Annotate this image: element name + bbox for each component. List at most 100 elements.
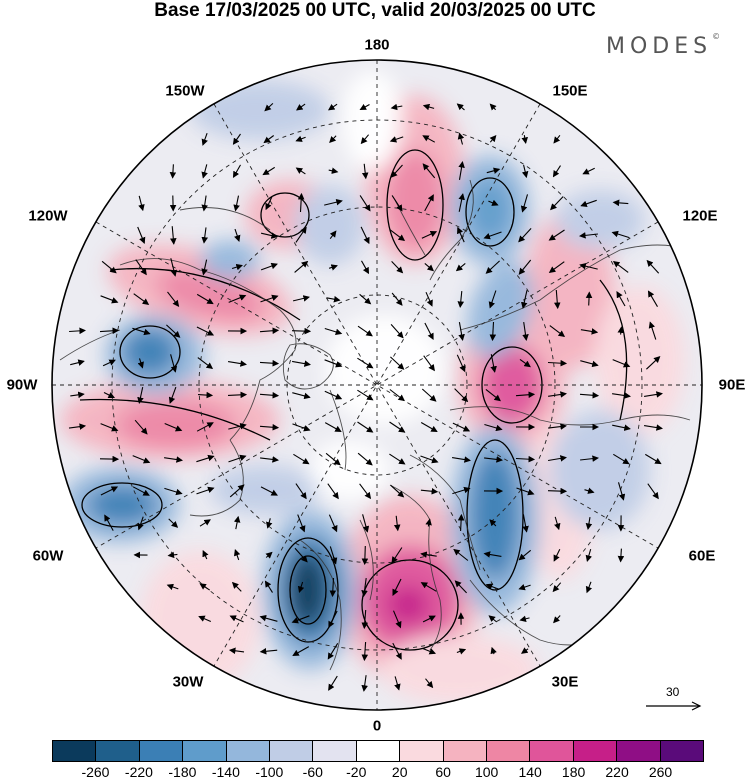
wind-arrow (483, 551, 502, 558)
wind-arrow (521, 135, 528, 144)
wind-arrow (228, 647, 245, 655)
wind-arrow (390, 164, 403, 178)
wind-arrow (612, 392, 631, 399)
wind-arrow (70, 359, 85, 366)
wind-arrow (553, 615, 561, 624)
wind-arrow (552, 165, 561, 178)
wind-arrow (515, 455, 536, 463)
wind-arrow (100, 486, 119, 496)
wind-arrow (229, 484, 245, 498)
wind-arrow (295, 483, 307, 500)
wind-arrow (292, 646, 310, 656)
wind-arrow (295, 226, 307, 243)
colorbar-swatch (530, 741, 574, 761)
wind-arrow (579, 232, 598, 239)
wind-arrow (361, 545, 369, 566)
wind-arrow (518, 259, 532, 275)
colorbar-tick-label: -20 (346, 764, 367, 780)
wind-arrow (521, 647, 529, 654)
wind-arrow (329, 546, 338, 565)
colorbar-swatch (660, 741, 704, 761)
wind-arrow (452, 456, 471, 463)
wind-arrow (329, 135, 337, 143)
wind-arrow (646, 356, 661, 370)
wind-arrow (329, 230, 337, 240)
wind-arrow (522, 322, 529, 341)
wind-arrow (264, 580, 273, 593)
wind-arrow (292, 423, 311, 432)
wind-arrow (550, 196, 564, 211)
contour-lines (79, 149, 628, 651)
wind-arrow (201, 164, 208, 179)
wind-arrow (164, 422, 183, 432)
colorbar-swatch (270, 741, 314, 761)
wind-arrow (297, 514, 306, 533)
colorbar-swatch (443, 741, 488, 761)
wind-arrow (196, 454, 215, 463)
wind-arrow (132, 486, 150, 496)
wind-arrow (393, 515, 401, 532)
wind-arrow (422, 615, 436, 623)
colorbar-swatch (573, 741, 618, 761)
brand-text: MODES (606, 34, 713, 59)
wind-arrow (420, 487, 439, 495)
wind-arrow (425, 291, 433, 307)
wind-arrow (265, 518, 273, 529)
wind-arrow (361, 578, 368, 597)
wind-arrow (490, 646, 497, 655)
wind-arrow (168, 386, 177, 404)
wind-arrow (452, 422, 471, 432)
colorbar-tick-labels: -260 -220 -180 -140 -100 -60 -20 20 60 100 140 180 2… (0, 764, 750, 782)
wind-arrow (199, 519, 211, 527)
wind-arrow (196, 293, 214, 305)
wind-arrow (260, 262, 278, 271)
wind-arrow (259, 614, 278, 622)
colorbar-swatch (226, 741, 271, 761)
wind-arrow (138, 195, 145, 212)
map-title: Base 17/03/2025 00 UTC, valid 20/03/2025… (154, 0, 596, 21)
wind-arrow (135, 259, 147, 276)
wind-arrow (362, 514, 370, 533)
wind-arrow (324, 422, 342, 432)
wind-arrow (361, 609, 369, 630)
wind-arrow (579, 391, 600, 399)
wind-arrow (648, 321, 657, 340)
wind-arrow (359, 483, 372, 500)
modes-brand-logo: MODES© (606, 32, 721, 59)
wind-arrow (646, 259, 660, 274)
wind-arrow (324, 327, 343, 336)
wind-arrow (170, 258, 178, 277)
wind-arrow (612, 359, 631, 368)
wind-arrow (456, 354, 466, 373)
wind-arrow (392, 578, 402, 596)
lon-label-120w: 120W (28, 207, 68, 225)
wind-arrow (392, 642, 402, 660)
wind-arrow (585, 548, 592, 562)
wind-arrow (391, 547, 403, 564)
wind-arrow (361, 675, 368, 692)
wind-arrow (516, 487, 535, 496)
copyright-mark: © (712, 32, 721, 41)
wind-arrow (389, 136, 404, 143)
colorbar-swatch (400, 741, 444, 761)
wind-arrow (394, 676, 401, 691)
wind-arrow (262, 166, 275, 176)
wind-arrow (133, 293, 150, 305)
map-border (51, 59, 703, 711)
wind-arrow (612, 424, 631, 431)
wind-arrow (612, 260, 629, 273)
wind-arrow (164, 456, 183, 463)
wind-arrow (457, 132, 465, 145)
wind-arrow (611, 230, 630, 239)
wind-arrow (485, 260, 500, 274)
wind-arrow (389, 453, 406, 465)
wind-arrow (457, 291, 465, 308)
wind-arrow (357, 357, 374, 369)
colorbar-tick-label: 140 (518, 764, 542, 780)
wind-arrow (137, 516, 144, 531)
wind-arrow (422, 163, 436, 179)
colorbar-swatch (487, 741, 531, 761)
wind-arrow (100, 295, 119, 304)
wind-arrow (295, 167, 306, 175)
wind-arrow (167, 551, 178, 559)
